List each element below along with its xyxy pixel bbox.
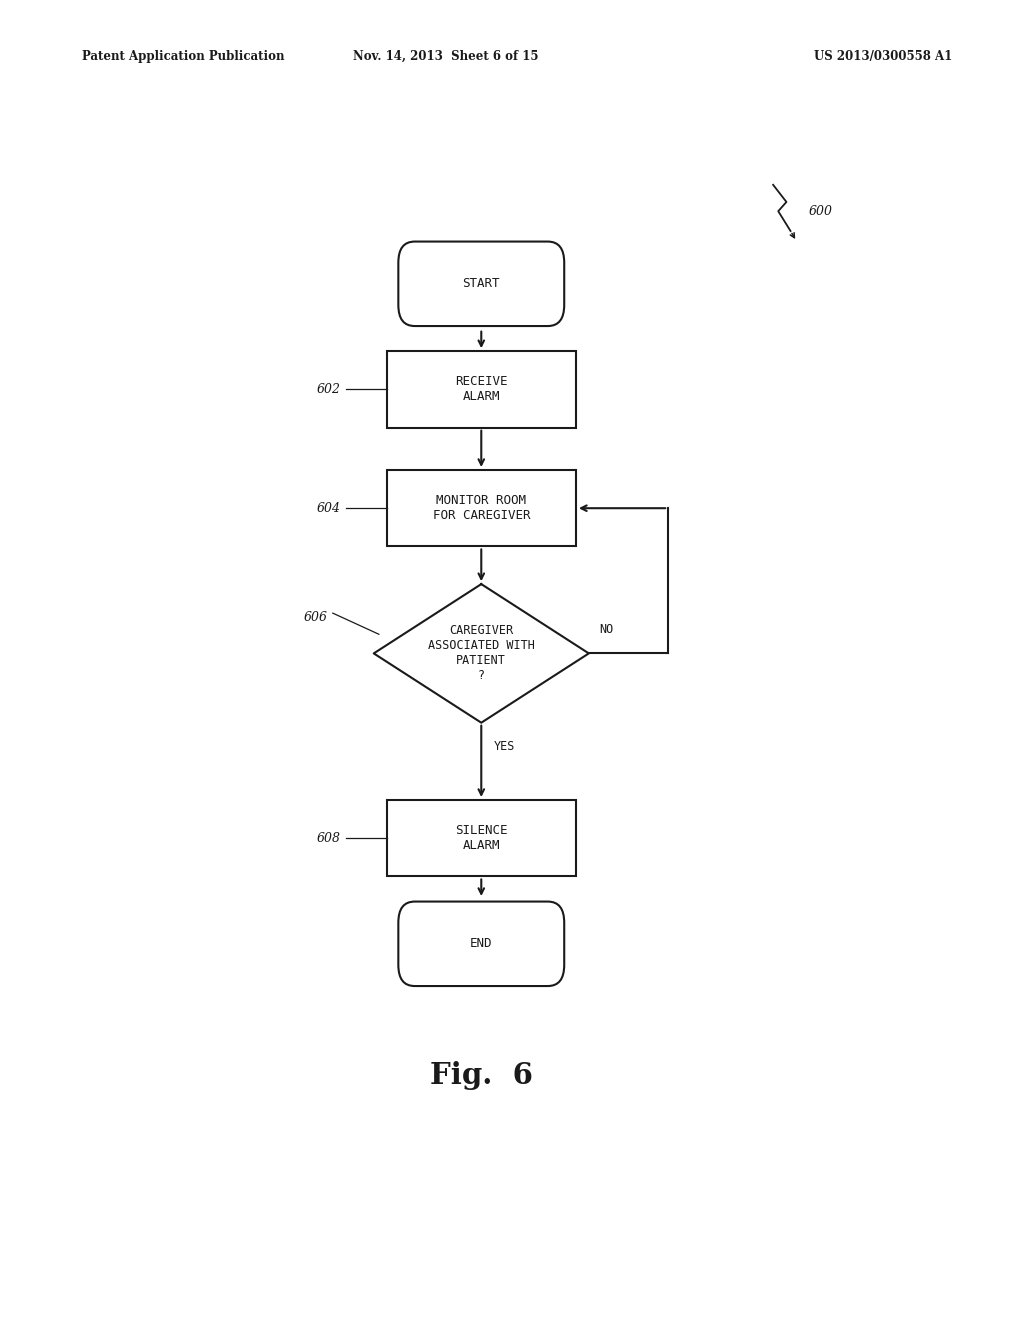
- Text: SILENCE
ALARM: SILENCE ALARM: [455, 824, 508, 853]
- Text: NO: NO: [599, 623, 613, 636]
- Text: 608: 608: [316, 832, 340, 845]
- Text: US 2013/0300558 A1: US 2013/0300558 A1: [814, 50, 952, 63]
- Bar: [386, 470, 575, 546]
- Polygon shape: [374, 583, 589, 722]
- Text: 600: 600: [809, 205, 833, 218]
- Text: 604: 604: [316, 502, 340, 515]
- FancyBboxPatch shape: [398, 242, 564, 326]
- Text: Fig.  6: Fig. 6: [430, 1061, 532, 1090]
- Bar: [386, 800, 575, 876]
- Text: START: START: [463, 277, 500, 290]
- Text: RECEIVE
ALARM: RECEIVE ALARM: [455, 375, 508, 404]
- Text: END: END: [470, 937, 493, 950]
- Text: CAREGIVER
ASSOCIATED WITH
PATIENT
?: CAREGIVER ASSOCIATED WITH PATIENT ?: [428, 624, 535, 682]
- Text: MONITOR ROOM
FOR CAREGIVER: MONITOR ROOM FOR CAREGIVER: [432, 494, 530, 523]
- FancyBboxPatch shape: [398, 902, 564, 986]
- Text: YES: YES: [494, 741, 515, 752]
- Text: 606: 606: [304, 611, 328, 623]
- Text: Nov. 14, 2013  Sheet 6 of 15: Nov. 14, 2013 Sheet 6 of 15: [352, 50, 539, 63]
- Bar: [386, 351, 575, 428]
- Text: Patent Application Publication: Patent Application Publication: [82, 50, 285, 63]
- Text: 602: 602: [316, 383, 340, 396]
